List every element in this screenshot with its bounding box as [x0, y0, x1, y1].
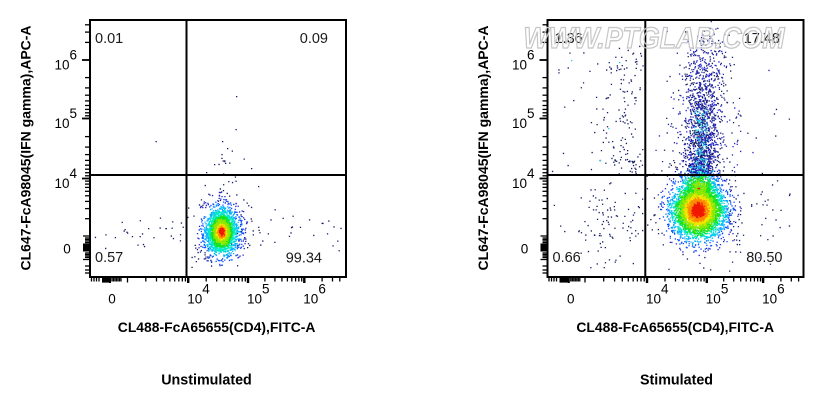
- svg-text:0.01: 0.01: [95, 31, 123, 47]
- svg-text:0.57: 0.57: [95, 250, 123, 266]
- svg-text:CL647-FcA98045(IFN gamma),APC-: CL647-FcA98045(IFN gamma),APC-A: [18, 25, 34, 270]
- svg-text:0: 0: [108, 291, 116, 306]
- svg-text:0: 0: [63, 242, 71, 257]
- svg-text:Unstimulated: Unstimulated: [161, 373, 252, 389]
- svg-text:1.36: 1.36: [555, 31, 583, 47]
- svg-text:0: 0: [567, 291, 575, 306]
- svg-text:0: 0: [521, 242, 529, 257]
- svg-text:17.48: 17.48: [744, 31, 780, 47]
- svg-text:CL488-FcA65655(CD4),FITC-A: CL488-FcA65655(CD4),FITC-A: [118, 319, 316, 335]
- svg-text:0.09: 0.09: [300, 31, 328, 47]
- svg-text:99.34: 99.34: [286, 250, 322, 266]
- svg-text:Stimulated: Stimulated: [640, 373, 713, 389]
- svg-text:CL488-FcA65655(CD4),FITC-A: CL488-FcA65655(CD4),FITC-A: [576, 319, 774, 335]
- svg-text:80.50: 80.50: [746, 250, 782, 266]
- svg-text:CL647-FcA98045(IFN gamma),APC-: CL647-FcA98045(IFN gamma),APC-A: [475, 25, 491, 270]
- svg-text:0.66: 0.66: [553, 250, 581, 266]
- svg-text:WWW.PTGLAB.COM: WWW.PTGLAB.COM: [524, 22, 786, 55]
